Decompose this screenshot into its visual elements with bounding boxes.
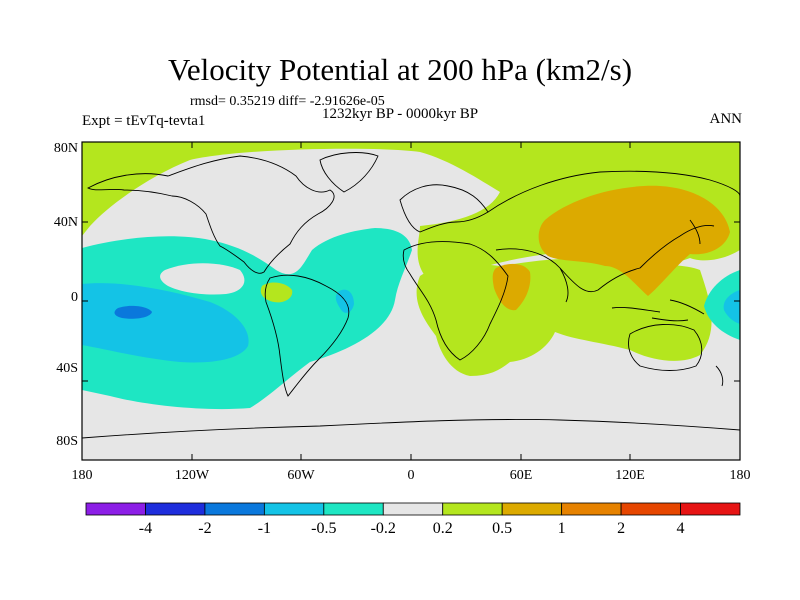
- colorbar-swatch: [204, 502, 265, 516]
- field-negative-pacific-min: [114, 305, 152, 319]
- coast-new-zealand: [715, 365, 724, 387]
- coast-japan: [689, 219, 701, 245]
- stats-line: rmsd= 0.35219 diff= -2.91626e-05: [190, 94, 385, 109]
- coast-antarctica: [82, 419, 740, 439]
- colorbar-label: -0.5: [311, 520, 337, 537]
- colorbar-label: 4: [676, 520, 685, 537]
- field-negative-pacific-core: [82, 283, 249, 363]
- colorbar-swatch: [382, 502, 444, 516]
- lat-label-0: 0: [71, 290, 78, 305]
- lat-label-40s: 40S: [56, 361, 78, 376]
- colorbar-swatch: [323, 502, 384, 516]
- coast-north-america: [87, 155, 335, 274]
- coast-greenland: [319, 152, 379, 193]
- colorbar-label: -4: [138, 520, 153, 537]
- colorbar-label: -0.2: [370, 520, 396, 537]
- colorbar: [85, 502, 741, 516]
- axis-ticks: [82, 141, 740, 461]
- colorbar-swatch: [442, 502, 503, 516]
- coast-asia: [487, 170, 740, 303]
- field-positive-asia: [538, 185, 730, 296]
- field-negative-wpacific: [704, 270, 740, 340]
- lon-label-120e: 120E: [615, 468, 645, 483]
- coast-australia: [628, 323, 703, 371]
- lon-label-60w: 60W: [287, 468, 315, 483]
- lon-label-180w: 180: [71, 468, 93, 483]
- field-positive-africa: [416, 258, 712, 376]
- map-title: Velocity Potential at 200 hPa (km2/s): [167, 52, 633, 87]
- lat-label-80n: 80N: [53, 141, 78, 156]
- lon-label-60e: 60E: [509, 468, 533, 483]
- coast-indonesia: [611, 299, 705, 322]
- colorbar-swatch: [85, 502, 146, 516]
- colorbar-label: 1: [557, 520, 566, 537]
- lat-label-40n: 40N: [53, 215, 78, 230]
- colorbar-swatch: [145, 502, 206, 516]
- field-neutral-hole: [160, 263, 245, 295]
- map-field: [82, 142, 740, 460]
- lat-label-80s: 80S: [56, 434, 78, 449]
- coast-africa: [402, 241, 509, 361]
- field-positive-caribbean: [260, 282, 293, 303]
- coast-south-america: [264, 274, 350, 397]
- field-negative-wpacific-core: [723, 290, 740, 324]
- colorbar-label: -2: [198, 520, 212, 537]
- colorbar-swatch: [680, 502, 741, 516]
- period-label: 1232kyr BP - 0000kyr BP: [322, 106, 479, 122]
- coast-europe: [399, 184, 489, 233]
- colorbar-swatch: [561, 502, 622, 516]
- colorbar-label: 0.2: [432, 520, 453, 537]
- colorbar-swatch: [501, 502, 563, 516]
- season-label: ANN: [709, 111, 743, 127]
- colorbar-label: -1: [257, 520, 272, 537]
- coastlines: [82, 152, 740, 439]
- lon-label-120w: 120W: [174, 468, 210, 483]
- colorbar-swatch: [263, 502, 325, 516]
- colorbar-label: 0.5: [492, 520, 513, 537]
- lon-label-0: 0: [407, 468, 415, 483]
- colorbar-swatch: [620, 502, 681, 516]
- lon-label-180e: 180: [729, 468, 751, 483]
- experiment-label: Expt = tEvTq-tevta1: [82, 113, 206, 129]
- colorbar-label: 2: [617, 520, 626, 537]
